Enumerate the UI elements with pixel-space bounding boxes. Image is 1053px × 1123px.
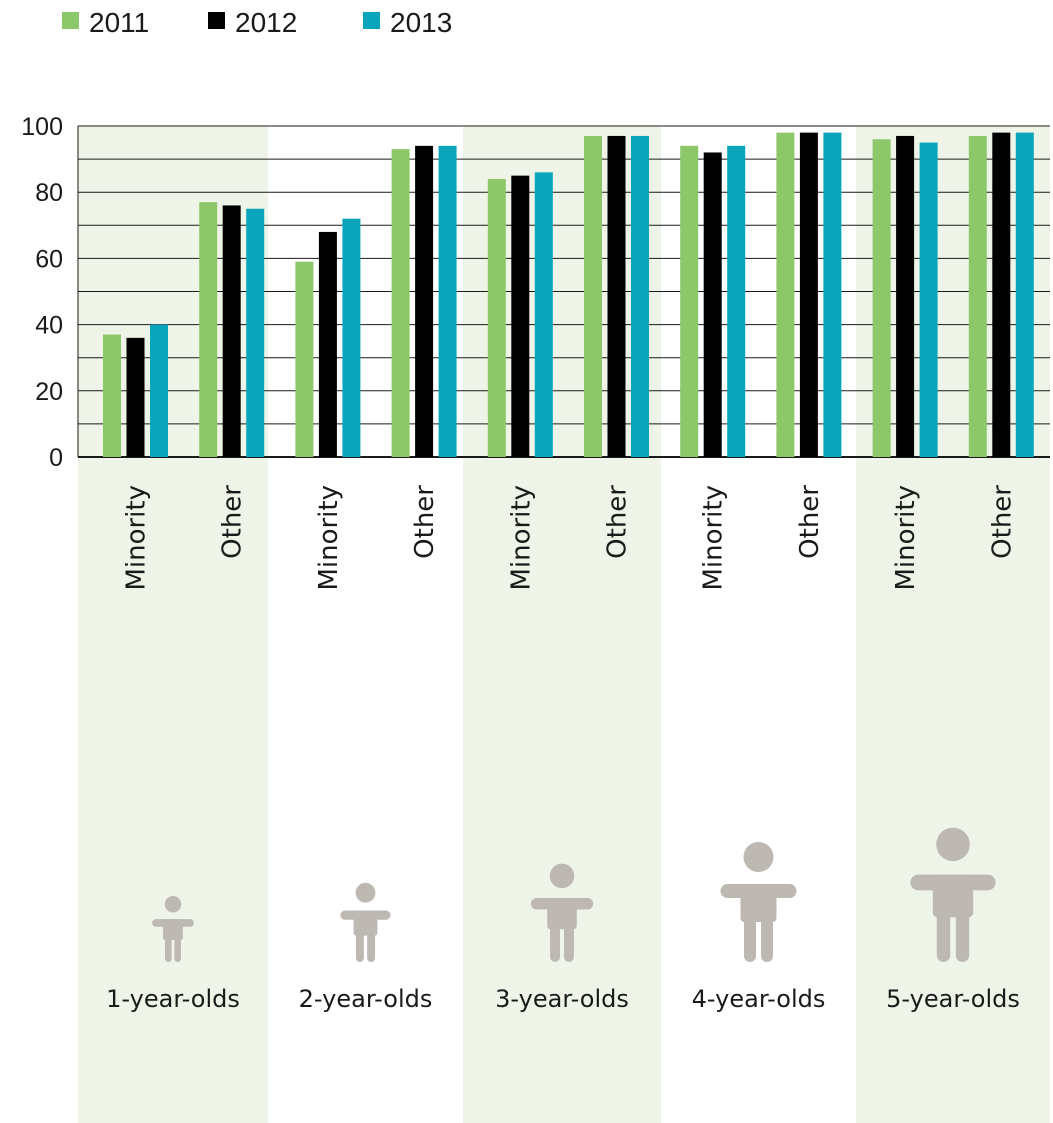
bar-2011 — [776, 132, 795, 457]
group-label: 2-year-olds — [299, 985, 433, 1013]
icon-arms — [910, 874, 996, 891]
icon-leg — [355, 929, 364, 962]
bar-2011 — [487, 178, 506, 457]
bar-2011 — [968, 135, 987, 457]
icon-leg — [174, 934, 181, 962]
icon-leg — [761, 912, 773, 962]
y-axis: 0 20 40 60 80 100 — [21, 113, 63, 472]
bar-2013 — [727, 145, 746, 458]
child-figure-icon — [152, 896, 194, 962]
category-label: Minority — [506, 485, 536, 591]
legend-swatch — [62, 12, 79, 29]
category-label: Minority — [891, 485, 921, 591]
group-label: 1-year-olds — [106, 985, 240, 1013]
bar-2011 — [391, 149, 410, 458]
y-tick-label: 60 — [35, 245, 63, 273]
y-tick-label: 0 — [49, 444, 63, 472]
category-label: Other — [987, 485, 1017, 559]
bar-2013 — [631, 135, 649, 457]
bar-2012 — [222, 205, 241, 457]
bar-2012 — [896, 135, 915, 457]
age-groups: 1-year-olds 2-year-olds 3-year-olds 4-year-… — [106, 827, 1020, 1013]
category-label: Minority — [314, 485, 344, 591]
icon-arms — [152, 919, 194, 927]
icon-head — [164, 896, 182, 913]
legend: 2011 2012 2013 — [62, 7, 452, 38]
bar-2012 — [126, 337, 145, 457]
bar-2012 — [992, 132, 1011, 457]
icon-arms — [720, 884, 797, 898]
child-figure-icon — [530, 863, 594, 962]
icon-leg — [744, 912, 756, 962]
icon-leg — [550, 921, 560, 962]
group-label: 5-year-olds — [886, 985, 1020, 1013]
bar-2013 — [1015, 132, 1034, 457]
bar-2013 — [342, 218, 361, 457]
bar-2011 — [199, 202, 218, 457]
y-tick-label: 20 — [35, 378, 63, 406]
bar-2012 — [703, 152, 722, 458]
bar-2013 — [150, 324, 168, 457]
bar-2011 — [872, 139, 891, 458]
icon-head — [549, 863, 575, 889]
legend-swatch — [208, 12, 225, 29]
bar-2012 — [607, 135, 626, 457]
category-labels: Minority Other Minority Other Minority Other M… — [122, 485, 1018, 591]
y-tick-label: 80 — [35, 179, 63, 207]
bar-2012 — [511, 175, 530, 457]
category-label: Other — [795, 485, 825, 559]
bar-2013 — [534, 172, 553, 457]
legend-label: 2012 — [235, 7, 297, 38]
category-label: Other — [603, 485, 633, 559]
bar-2013 — [246, 208, 265, 457]
category-label: Minority — [699, 485, 729, 591]
icon-head — [355, 882, 376, 903]
icon-leg — [955, 906, 970, 962]
bar-2013 — [823, 132, 842, 457]
bar-2012 — [799, 132, 818, 457]
group-label: 4-year-olds — [692, 985, 826, 1013]
bar-2012 — [318, 231, 337, 457]
bar-2013 — [438, 145, 457, 458]
category-label: Other — [410, 485, 440, 559]
legend-label: 2011 — [89, 7, 149, 38]
child-figure-icon — [340, 882, 391, 962]
bar-2011 — [103, 334, 121, 457]
child-figure-icon — [910, 827, 996, 962]
icon-arms — [530, 898, 594, 910]
bar-2011 — [295, 261, 314, 457]
icon-leg — [165, 934, 172, 962]
legend-swatch — [363, 12, 380, 29]
child-figure-icon — [720, 842, 797, 962]
bar-2011 — [584, 135, 602, 457]
group-label: 3-year-olds — [495, 985, 629, 1013]
y-tick-label: 40 — [35, 312, 63, 340]
icon-leg — [367, 929, 376, 962]
icon-head — [936, 827, 970, 862]
bar-2011 — [680, 145, 699, 458]
icon-head — [743, 842, 774, 872]
icon-arms — [340, 910, 391, 920]
bar-2012 — [415, 145, 434, 458]
y-tick-label: 100 — [21, 113, 63, 141]
bars — [103, 132, 1034, 458]
icon-leg — [936, 906, 951, 962]
legend-label: 2013 — [390, 7, 452, 38]
icon-leg — [564, 921, 574, 962]
category-label: Other — [218, 485, 248, 559]
category-label: Minority — [122, 485, 152, 591]
bar-2013 — [919, 142, 938, 458]
